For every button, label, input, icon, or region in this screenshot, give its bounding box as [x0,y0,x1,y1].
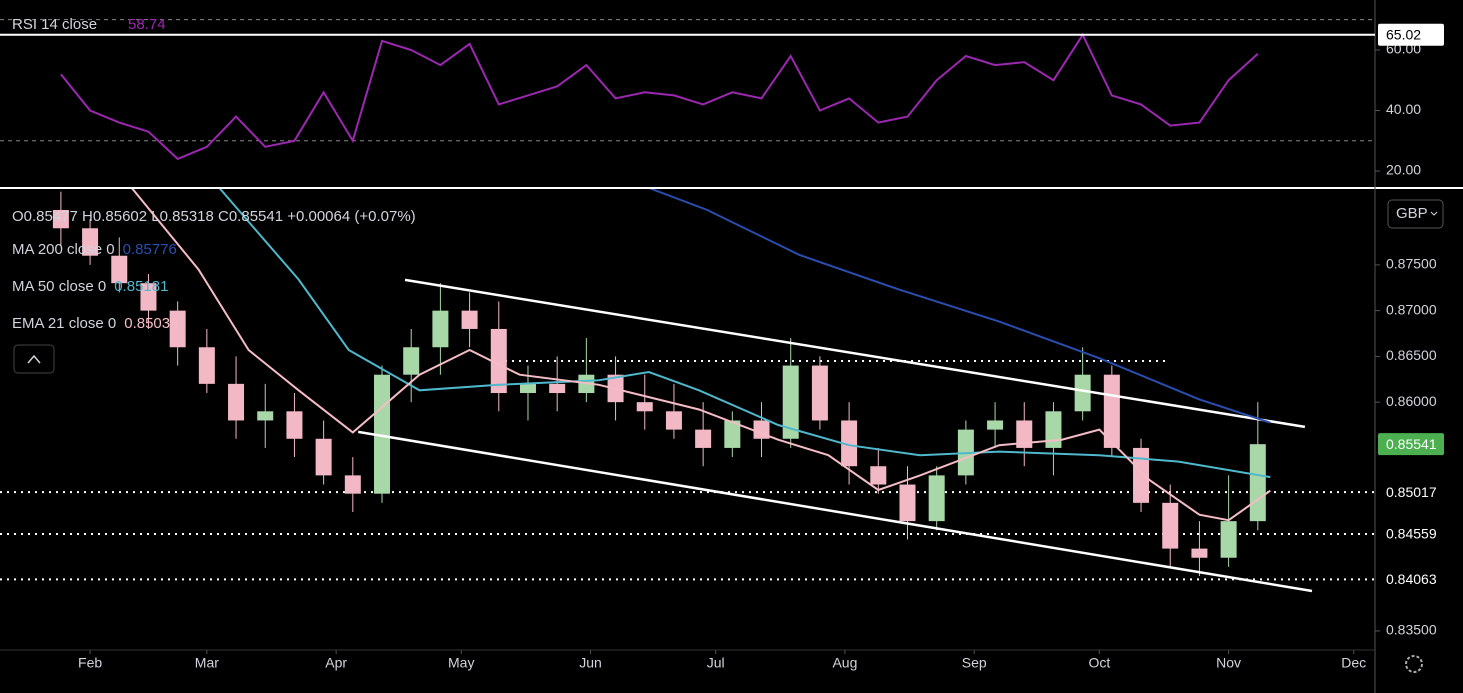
axis-badge [1378,23,1444,46]
candle-body [841,420,858,467]
candle-body [899,484,916,522]
candle-body [1249,444,1266,522]
x-tick-label: Nov [1216,655,1241,671]
candle-body [724,420,741,448]
candle-body [987,420,1004,430]
y-tick-label: 0.83500 [1386,622,1437,638]
candle-body [111,255,128,284]
y-tick-label: 0.87500 [1386,256,1437,272]
x-tick-label: May [448,655,474,671]
legend-name: MA 200 close 0 [12,241,115,258]
axis-badge [1378,433,1444,456]
legend-name: EMA 21 close 0 [12,315,116,332]
moving-average [648,188,1271,424]
candle-body [315,438,332,476]
moving-average [218,188,1271,479]
candle-body [286,411,303,439]
x-tick-label: Feb [78,655,102,671]
candle-body [140,283,157,311]
x-tick-label: Jun [579,655,602,671]
axes: 60.0040.0020.0065.020.875000.870000.8650… [78,23,1444,671]
candle-body [870,466,887,485]
y-tick-label: 0.87000 [1386,301,1437,317]
rsi-panel [0,19,1375,161]
candle-body [198,347,215,384]
candle-body [490,328,507,394]
ohlc-text: O0.85477 H0.85602 L0.85318 C0.85541 +0.0… [12,208,416,225]
rsi-title: RSI 14 close [12,16,97,33]
x-tick-label: Jul [707,655,725,671]
legend-value: 0.85181 [114,278,168,295]
y-tick-label: 0.86500 [1386,347,1437,363]
candle-body [228,383,245,421]
currency: GBP [1396,205,1428,222]
candle-body [1074,374,1091,412]
axis-badge [1378,523,1444,546]
y-tick-label: 0.86000 [1386,393,1437,409]
x-tick-label: Oct [1088,655,1110,671]
legend-value: 0.85776 [123,241,177,258]
candle-body [1045,411,1062,448]
candle-body [461,310,478,329]
candle-body [519,383,536,394]
candle-body [549,383,566,394]
candle-body [1191,548,1208,558]
candle-body [1016,420,1033,448]
candle-body [257,411,274,421]
candle-body [1103,374,1120,448]
axis-badge-label: 0.84063 [1386,571,1437,587]
rsi-value: 58.74 [128,16,166,33]
candle-body [169,310,186,348]
candle-body [432,310,449,348]
candle-body [665,411,682,430]
axis-badge [1378,568,1444,591]
x-tick-label: Dec [1341,655,1366,671]
candle-body [344,475,361,494]
axis-badge-label: 0.85017 [1386,484,1437,500]
candle-body [1162,502,1179,549]
axis-badge [1378,481,1444,504]
axis-badge-label: 0.84559 [1386,526,1437,542]
settings-icon[interactable] [1405,655,1423,673]
trendline [357,430,1313,593]
candle-body [403,347,420,375]
x-tick-label: Mar [195,655,219,671]
candle-body [928,475,945,522]
y-tick-label: 40.00 [1386,101,1421,117]
moving-average [131,188,1271,522]
trendline [404,278,1306,429]
candle-body [82,228,99,256]
currency-chevron [1430,211,1438,216]
candle-body [52,209,69,229]
legend-value: 0.85033 [124,315,178,332]
candle-body [1220,521,1237,558]
collapse-button[interactable] [13,344,55,374]
legend-name: MA 50 close 0 [12,278,106,295]
currency-button[interactable] [1387,199,1444,229]
collapse-icon [27,354,41,364]
x-tick-label: Sep [962,655,987,671]
axis-badge-label: 65.02 [1386,26,1421,42]
candle-body [1133,447,1150,503]
x-tick-label: Aug [832,655,857,671]
candle-body [811,365,828,421]
candle-body [695,429,712,448]
x-tick-label: Apr [325,655,347,671]
y-tick-label: 20.00 [1386,162,1421,178]
candle-body [782,365,799,439]
axis-badge-label: 0.85541 [1386,436,1437,452]
candle-body [636,402,653,412]
price-panel [0,188,1375,593]
rsi-line [60,32,1259,161]
